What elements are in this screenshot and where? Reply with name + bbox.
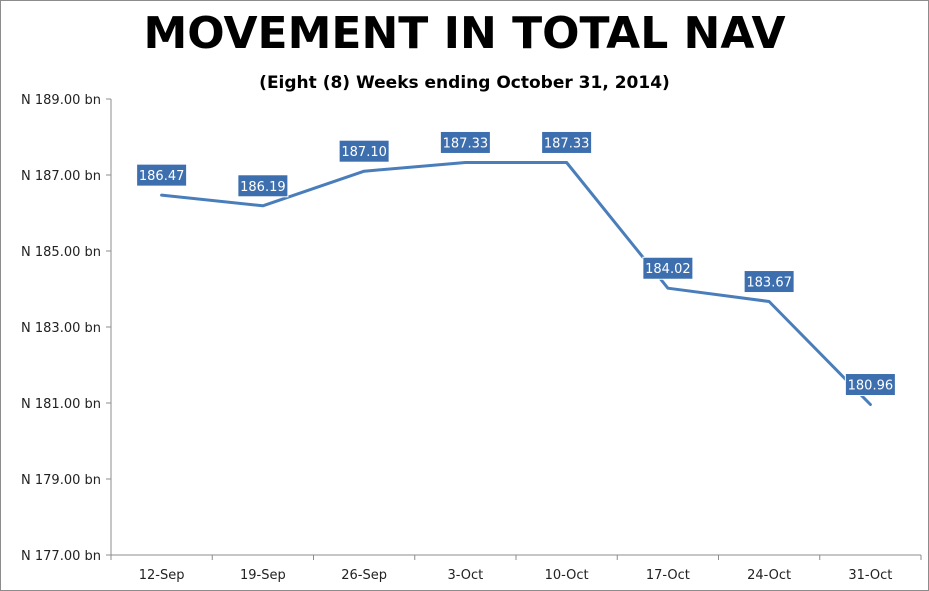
data-label-box — [136, 163, 188, 187]
x-tick-label: 26-Sep — [341, 568, 387, 583]
y-tick-label: N 181.00 bn — [21, 397, 101, 412]
chart-title: MOVEMENT IN TOTAL NAV — [143, 8, 786, 59]
x-tick-label: 24-Oct — [747, 568, 791, 583]
data-label-box — [642, 256, 694, 280]
y-tick-label: N 189.00 bn — [21, 93, 101, 108]
y-tick-label: N 183.00 bn — [21, 321, 101, 336]
y-axis-ticks: N 177.00 bn N 179.00 bn N 181.00 bn N 183.0… — [21, 93, 111, 564]
data-labels-group: 186.47 186.19 187.10 187.33 187.33 184.02 183.… — [136, 130, 896, 397]
x-axis-ticks: 12-Sep 19-Sep 26-Sep 3-Oct 10-Oct 17-Oct 24-Oc… — [110, 555, 922, 583]
x-tick-label: 3-Oct — [447, 568, 483, 583]
data-label-box — [743, 270, 795, 294]
series-group — [160, 161, 872, 406]
data-label: 187.33 — [544, 136, 590, 151]
y-tick-label: N 179.00 bn — [21, 473, 101, 488]
x-tick-label: 17-Oct — [646, 568, 690, 583]
x-tick-label: 10-Oct — [545, 568, 589, 583]
data-label: 180.96 — [848, 379, 894, 394]
data-label-box — [844, 373, 896, 397]
data-label: 187.33 — [443, 136, 489, 151]
y-tick-label: N 185.00 bn — [21, 245, 101, 260]
data-label-box — [338, 139, 390, 163]
x-tick-label: 19-Sep — [240, 568, 286, 583]
x-tick-label: 31-Oct — [848, 568, 892, 583]
data-label-box — [237, 174, 289, 198]
data-label: 187.10 — [341, 145, 387, 160]
data-label-box — [439, 130, 491, 154]
x-tick-label: 12-Sep — [139, 568, 185, 583]
y-tick-label: N 187.00 bn — [21, 169, 101, 184]
data-label: 186.47 — [139, 169, 185, 184]
data-label: 186.19 — [240, 180, 286, 195]
data-label: 184.02 — [645, 262, 691, 277]
data-label: 183.67 — [746, 276, 792, 291]
data-label-box — [541, 130, 593, 154]
series-line — [160, 161, 872, 406]
chart-axes — [110, 99, 921, 556]
y-tick-label: N 177.00 bn — [21, 549, 101, 564]
chart-subtitle: (Eight (8) Weeks ending October 31, 2014… — [259, 73, 670, 93]
